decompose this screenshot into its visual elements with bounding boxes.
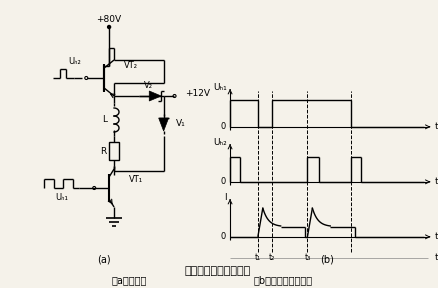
Text: (a): (a) — [97, 255, 111, 265]
Circle shape — [108, 26, 110, 29]
Text: Uₕ₁: Uₕ₁ — [55, 194, 68, 202]
Polygon shape — [149, 91, 161, 101]
Text: (b): (b) — [320, 255, 334, 265]
Bar — [109, 142, 119, 160]
Text: Uₕ₁: Uₕ₁ — [213, 83, 227, 92]
Text: t₃: t₃ — [304, 253, 311, 262]
Text: Uₕ₂: Uₕ₂ — [68, 56, 81, 65]
Polygon shape — [159, 118, 169, 131]
Text: （b）电压、电流波形: （b）电压、电流波形 — [253, 275, 312, 285]
Text: 0: 0 — [221, 177, 226, 186]
Text: t: t — [434, 177, 438, 186]
Text: VT₂: VT₂ — [124, 62, 138, 71]
Text: R: R — [100, 147, 106, 156]
Text: 0: 0 — [221, 232, 226, 241]
Text: 高低压切换型驱动线路: 高低压切换型驱动线路 — [184, 266, 250, 276]
Text: V₁: V₁ — [176, 120, 185, 128]
Text: t: t — [434, 253, 438, 262]
Text: +80V: +80V — [96, 16, 122, 24]
Text: I: I — [225, 193, 227, 202]
Text: 0: 0 — [221, 122, 226, 131]
Text: （a）原理图: （a）原理图 — [111, 275, 147, 285]
Text: L: L — [102, 115, 107, 124]
Text: t₁: t₁ — [255, 253, 261, 262]
Text: t₂: t₂ — [268, 253, 275, 262]
Text: +12V: +12V — [185, 88, 210, 98]
Text: VT₁: VT₁ — [129, 175, 143, 185]
Text: t: t — [434, 122, 438, 131]
Text: V₂: V₂ — [144, 82, 153, 90]
Text: t: t — [434, 232, 438, 241]
Text: Uₕ₂: Uₕ₂ — [213, 138, 227, 147]
